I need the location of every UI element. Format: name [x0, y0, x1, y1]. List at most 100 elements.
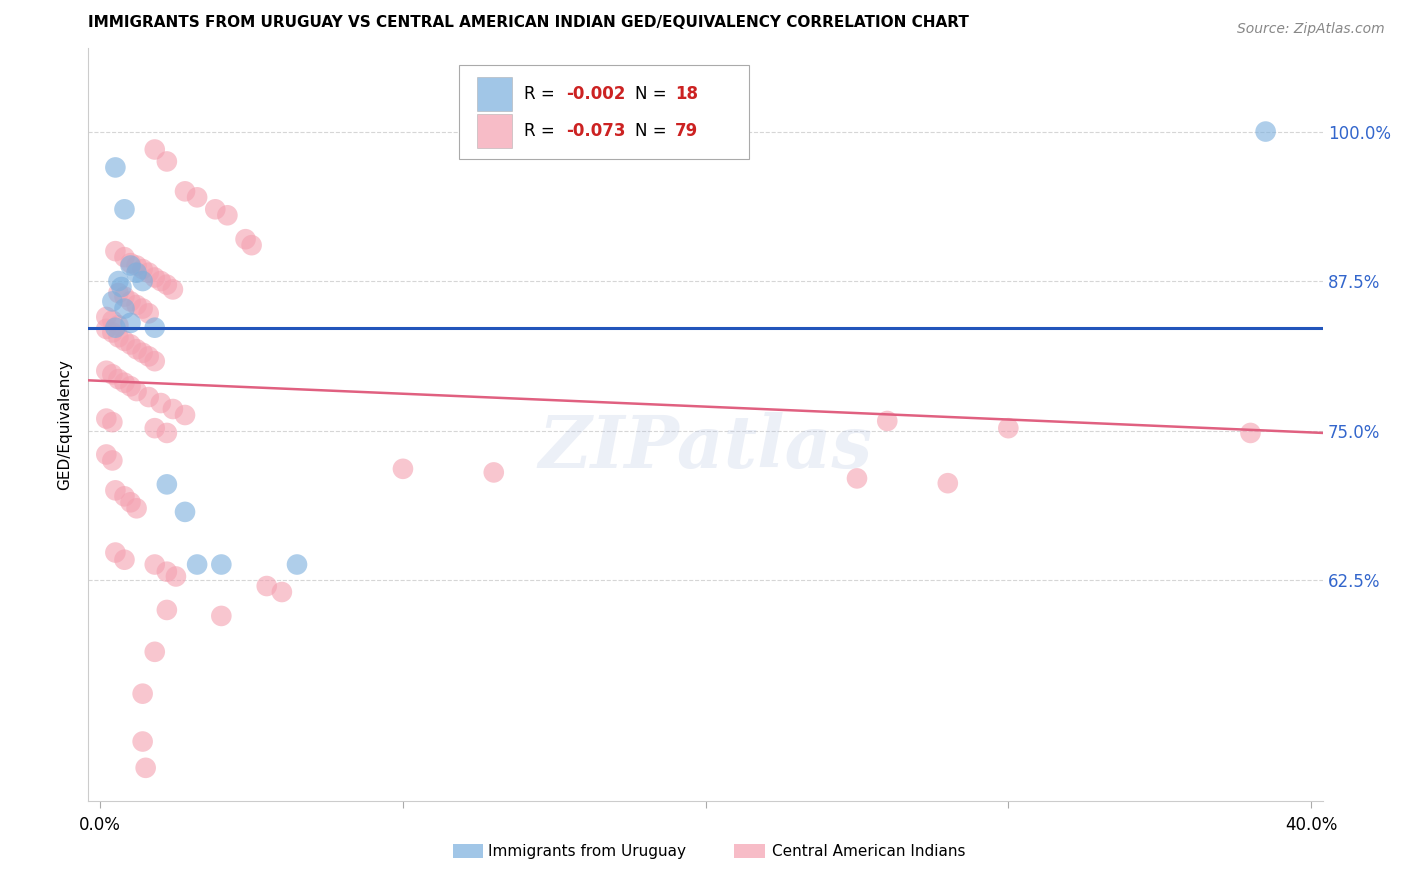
Point — [1239, 425, 1261, 440]
Point — [131, 346, 153, 360]
Point — [107, 285, 129, 300]
Point — [235, 232, 257, 246]
Point — [114, 334, 136, 348]
Point — [174, 185, 197, 199]
Point — [96, 364, 118, 378]
Point — [149, 274, 172, 288]
Text: 79: 79 — [675, 121, 697, 140]
Point — [204, 202, 226, 217]
Point — [114, 376, 136, 390]
Point — [120, 379, 142, 393]
Text: N =: N = — [636, 85, 672, 103]
Point — [101, 326, 124, 340]
Point — [114, 290, 136, 304]
Text: R =: R = — [524, 85, 560, 103]
Point — [120, 316, 142, 330]
Point — [125, 298, 148, 312]
Point — [240, 238, 263, 252]
Point — [96, 310, 118, 324]
Point — [143, 558, 166, 572]
Point — [156, 565, 179, 579]
Point — [143, 645, 166, 659]
Point — [143, 143, 166, 157]
Point — [107, 274, 129, 288]
Text: Central American Indians: Central American Indians — [772, 844, 966, 859]
Point — [114, 202, 136, 217]
Point — [143, 320, 166, 334]
Point — [104, 545, 127, 559]
Point — [107, 318, 129, 333]
Point — [131, 687, 153, 701]
Point — [114, 301, 136, 316]
Text: N =: N = — [636, 121, 672, 140]
Point — [96, 411, 118, 425]
Point — [285, 558, 308, 572]
Point — [125, 259, 148, 273]
Point — [156, 277, 179, 292]
Point — [138, 390, 160, 404]
Point — [104, 483, 127, 498]
Text: -0.002: -0.002 — [567, 85, 626, 103]
Point — [101, 453, 124, 467]
Point — [131, 274, 153, 288]
Point — [101, 415, 124, 429]
Point — [120, 259, 142, 273]
Point — [101, 313, 124, 327]
Text: Immigrants from Uruguay: Immigrants from Uruguay — [488, 844, 686, 859]
Text: ZIPatlas: ZIPatlas — [538, 412, 873, 483]
Point — [156, 477, 179, 491]
Point — [186, 558, 208, 572]
Point — [125, 266, 148, 280]
Text: 40.0%: 40.0% — [1285, 815, 1337, 834]
Point — [846, 471, 869, 485]
Text: Source: ZipAtlas.com: Source: ZipAtlas.com — [1237, 22, 1385, 37]
Point — [270, 585, 292, 599]
Point — [125, 501, 148, 516]
Point — [209, 609, 232, 624]
FancyBboxPatch shape — [458, 65, 749, 160]
Point — [156, 425, 179, 440]
Point — [138, 306, 160, 320]
Point — [138, 350, 160, 364]
Point — [110, 280, 132, 294]
Point — [256, 579, 278, 593]
Point — [101, 368, 124, 382]
Point — [997, 421, 1019, 435]
Point — [104, 320, 127, 334]
Point — [876, 414, 898, 428]
Point — [156, 603, 179, 617]
Point — [107, 372, 129, 386]
Point — [101, 294, 124, 309]
Point — [120, 294, 142, 309]
Text: -0.073: -0.073 — [567, 121, 626, 140]
Text: R =: R = — [524, 121, 560, 140]
Point — [120, 337, 142, 351]
Point — [209, 558, 232, 572]
Point — [120, 256, 142, 270]
Point — [143, 270, 166, 285]
Text: 18: 18 — [675, 85, 697, 103]
Point — [96, 448, 118, 462]
Point — [120, 495, 142, 509]
Point — [1254, 124, 1277, 138]
Point — [936, 476, 959, 491]
Point — [392, 462, 415, 476]
Point — [104, 161, 127, 175]
Point — [165, 569, 187, 583]
Point — [174, 408, 197, 422]
Point — [482, 466, 505, 480]
Point — [107, 330, 129, 344]
FancyBboxPatch shape — [477, 77, 512, 111]
Point — [217, 208, 239, 222]
Point — [149, 396, 172, 410]
Point — [174, 505, 197, 519]
Point — [138, 266, 160, 280]
Point — [104, 244, 127, 259]
Point — [143, 354, 166, 368]
Point — [131, 262, 153, 277]
Point — [96, 322, 118, 336]
Point — [135, 761, 157, 775]
Point — [156, 154, 179, 169]
Point — [114, 250, 136, 264]
Text: IMMIGRANTS FROM URUGUAY VS CENTRAL AMERICAN INDIAN GED/EQUIVALENCY CORRELATION C: IMMIGRANTS FROM URUGUAY VS CENTRAL AMERI… — [89, 15, 969, 30]
